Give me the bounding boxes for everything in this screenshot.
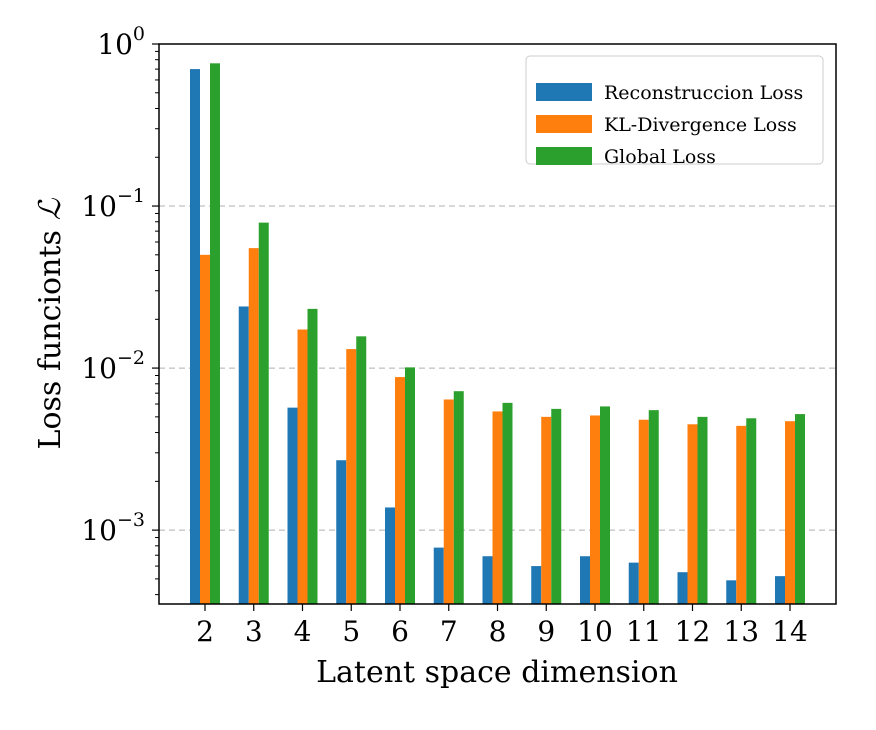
bar-reconstruccion-loss-9 (531, 566, 542, 604)
x-tick-label: 14 (772, 615, 808, 648)
y-tick-label: 10−1 (81, 185, 145, 223)
bar-kl-divergence-loss-7 (443, 399, 454, 604)
bar-global-loss-4 (307, 308, 318, 604)
y-tick-base: 10 (81, 514, 117, 547)
bar-global-loss-5 (356, 336, 367, 604)
bar-global-loss-13 (746, 418, 757, 604)
bar-reconstruccion-loss-4 (287, 407, 298, 604)
bar-reconstruccion-loss-12 (677, 572, 688, 604)
legend-swatch (536, 83, 592, 101)
bar-reconstruccion-loss-2 (190, 69, 200, 605)
legend-label: KL-Divergence Loss (604, 114, 797, 136)
bar-reconstruccion-loss-13 (726, 580, 737, 604)
bar-global-loss-14 (795, 414, 805, 604)
bar-kl-divergence-loss-12 (687, 424, 698, 604)
bar-kl-divergence-loss-11 (638, 419, 649, 604)
bar-global-loss-9 (551, 408, 562, 604)
x-tick-label: 13 (723, 615, 759, 648)
legend: Reconstruccion Loss KL-Divergence Loss Glo… (525, 55, 824, 168)
x-tick-label: 9 (537, 615, 555, 648)
x-tick-label: 6 (391, 615, 409, 648)
bar-kl-divergence-loss-14 (785, 421, 795, 604)
bar-kl-divergence-loss-13 (736, 425, 747, 604)
bars (190, 63, 805, 605)
bar-reconstruccion-loss-5 (336, 460, 347, 604)
x-tick-label: 10 (577, 615, 613, 648)
bar-kl-divergence-loss-8 (492, 411, 503, 604)
y-axis-label-symbol: ℒ (33, 197, 68, 220)
bar-reconstruccion-loss-6 (385, 507, 395, 604)
y-tick-base: 10 (97, 28, 133, 61)
bar-global-loss-12 (697, 416, 708, 604)
bar-global-loss-10 (600, 406, 610, 604)
bar-kl-divergence-loss-4 (297, 329, 308, 604)
y-tick-base: 10 (81, 190, 117, 223)
bar-reconstruccion-loss-7 (433, 547, 444, 604)
bar-global-loss-8 (502, 402, 513, 604)
x-tick-label: 4 (294, 615, 312, 648)
y-axis-label: Loss funcionts ℒ (33, 197, 68, 449)
y-axis-label-text: Loss funcionts (33, 230, 68, 449)
y-tick-exponent: 0 (133, 23, 145, 45)
y-tick-exponent: −3 (117, 509, 145, 531)
y-tick-label: 10−2 (81, 347, 145, 385)
legend-label: Global Loss (604, 146, 716, 168)
bar-reconstruccion-loss-10 (580, 556, 590, 604)
bar-reconstruccion-loss-14 (775, 576, 785, 604)
bar-reconstruccion-loss-11 (628, 562, 639, 604)
x-axis-ticks: 2 3 4 5 6 7 8 9 10 11 12 13 14 (196, 604, 808, 648)
x-tick-label: 7 (440, 615, 458, 648)
bar-kl-divergence-loss-6 (395, 377, 405, 604)
x-tick-label: 3 (245, 615, 263, 648)
y-tick-exponent: −1 (117, 185, 145, 207)
x-tick-label: 2 (196, 615, 214, 648)
bar-global-loss-2 (210, 63, 220, 605)
bar-global-loss-11 (648, 410, 659, 604)
bar-kl-divergence-loss-2 (200, 254, 210, 604)
legend-label: Reconstruccion Loss (604, 82, 803, 104)
bar-kl-divergence-loss-9 (541, 416, 552, 604)
x-tick-label: 8 (489, 615, 507, 648)
bar-reconstruccion-loss-8 (482, 556, 493, 604)
bar-reconstruccion-loss-3 (238, 306, 249, 604)
x-tick-label: 11 (626, 615, 662, 648)
legend-swatch (536, 115, 592, 133)
bar-global-loss-3 (258, 222, 269, 604)
x-tick-label: 5 (342, 615, 360, 648)
y-tick-base: 10 (81, 352, 117, 385)
y-tick-label: 10−3 (81, 509, 145, 547)
y-tick-label: 100 (97, 23, 145, 61)
bar-kl-divergence-loss-10 (590, 415, 600, 604)
bar-kl-divergence-loss-3 (248, 248, 259, 604)
x-tick-label: 12 (675, 615, 711, 648)
bar-global-loss-6 (405, 367, 415, 604)
legend-frame (525, 55, 824, 165)
legend-swatch (536, 147, 592, 165)
bar-global-loss-7 (453, 391, 464, 604)
y-tick-exponent: −2 (117, 347, 145, 369)
bar-kl-divergence-loss-5 (346, 349, 357, 604)
x-axis-label: Latent space dimension (316, 655, 678, 690)
